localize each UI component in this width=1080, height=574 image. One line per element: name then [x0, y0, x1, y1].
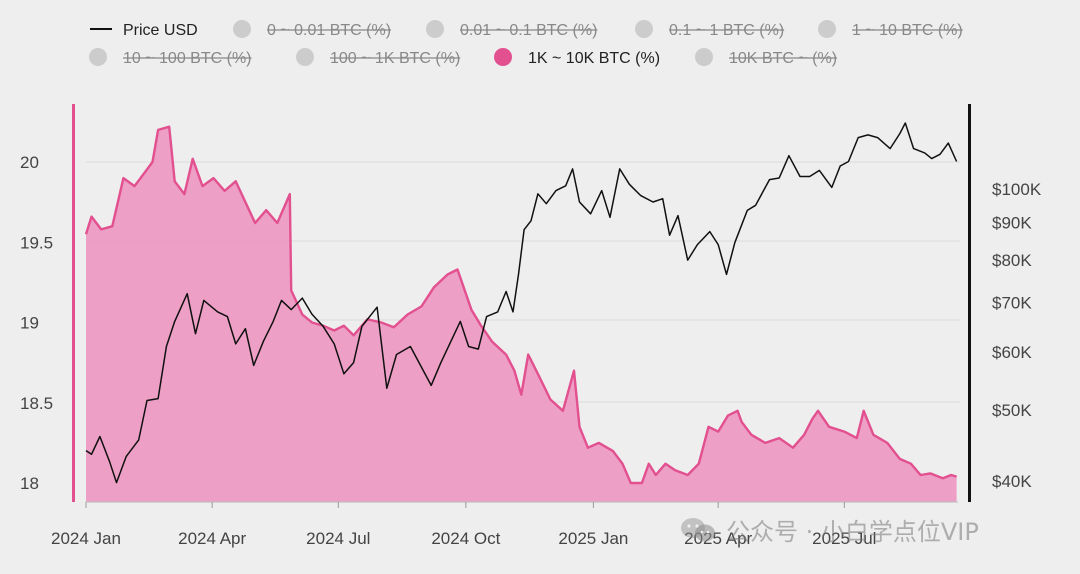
legend-label: Price USD [123, 22, 198, 39]
plot-area [86, 123, 960, 502]
legend-dot-marker [426, 20, 444, 38]
legend-item[interactable]: 0.1 ~ 1 BTC (%) [635, 20, 784, 39]
watermark: 公众号 · 小白学点位VIP [678, 512, 979, 547]
legend-dot-marker [635, 20, 653, 38]
legend-dot-marker [695, 48, 713, 66]
watermark-text: 公众号 · 小白学点位VIP [726, 512, 979, 547]
y-left-tick-label: 18.5 [20, 394, 53, 413]
legend-item[interactable]: 1 ~ 10 BTC (%) [818, 20, 963, 39]
y-left-tick-label: 20 [20, 153, 39, 172]
y-right-tick-label: $60K [992, 343, 1032, 362]
legend: Price USD 0 ~ 0.01 BTC (%) 0.01 ~ 0.1 BTC … [89, 20, 963, 67]
x-tick-label: 2024 Jan [51, 529, 121, 548]
y-right-tick-label: $80K [992, 251, 1032, 270]
x-tick-label: 2025 Jan [558, 529, 628, 548]
legend-item[interactable]: 10K BTC ~ (%) [695, 48, 837, 67]
legend-item[interactable]: 1K ~ 10K BTC (%) [494, 48, 660, 67]
left-axis-bar [72, 104, 75, 502]
y-right-tick-label: $70K [992, 294, 1032, 313]
legend-dot-marker [494, 48, 512, 66]
right-axis-bar [968, 104, 971, 502]
y-right-tick-label: $100K [992, 180, 1042, 199]
legend-item[interactable]: 10 ~ 100 BTC (%) [89, 48, 252, 67]
x-tick-label: 2024 Apr [178, 529, 246, 548]
legend-dot-marker [818, 20, 836, 38]
y-right-tick-label: $90K [992, 214, 1032, 233]
y-left-tick-label: 18 [20, 474, 39, 493]
x-tick-label: 2024 Jul [306, 529, 370, 548]
legend-item[interactable]: Price USD [90, 22, 198, 39]
y-right-tick-label: $40K [992, 472, 1032, 491]
y-left-tick-label: 19.5 [20, 233, 53, 252]
legend-item[interactable]: 0 ~ 0.01 BTC (%) [233, 20, 391, 39]
x-tick-label: 2024 Oct [431, 529, 500, 548]
legend-item[interactable]: 0.01 ~ 0.1 BTC (%) [426, 20, 597, 39]
legend-dot-marker [89, 48, 107, 66]
legend-item[interactable]: 100 ~ 1K BTC (%) [296, 48, 460, 67]
y-left-tick-label: 19 [20, 314, 39, 333]
wechat-icon [678, 517, 718, 543]
y-right-tick-label: $50K [992, 401, 1032, 420]
legend-dot-marker [296, 48, 314, 66]
legend-label: 1K ~ 10K BTC (%) [528, 50, 660, 67]
legend-dot-marker [233, 20, 251, 38]
